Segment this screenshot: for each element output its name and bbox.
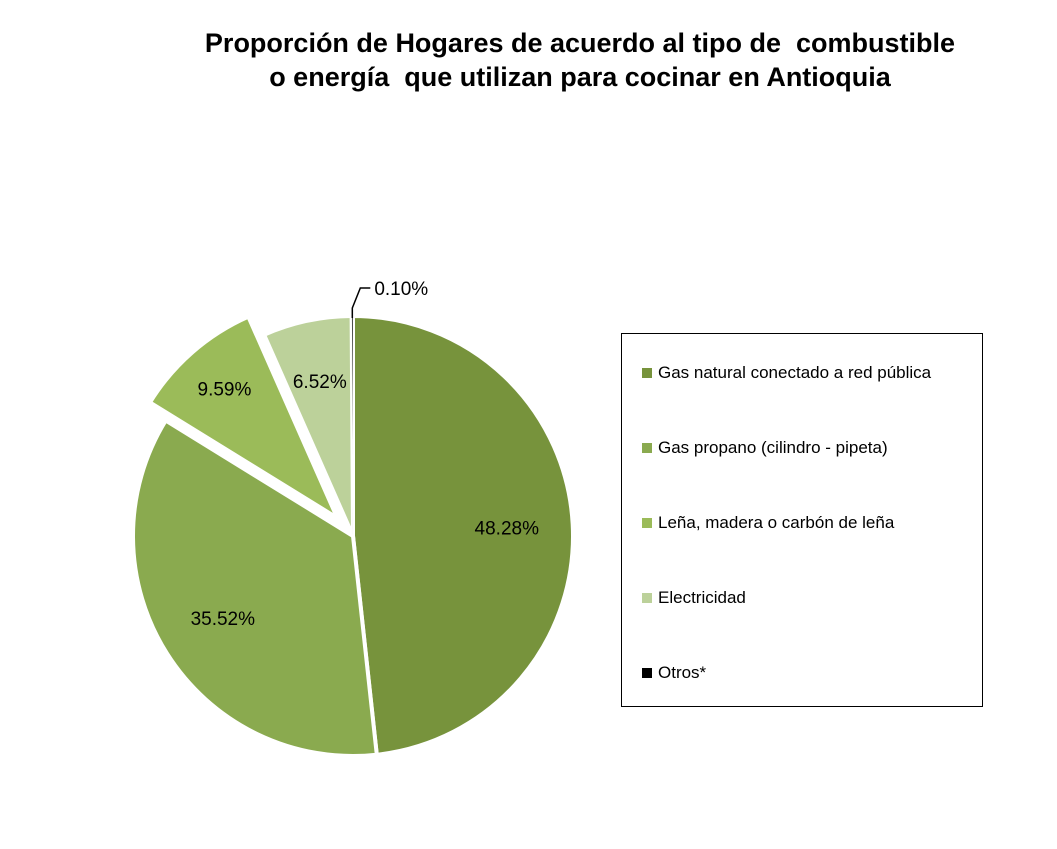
pie-slice-2 [131, 417, 380, 758]
leader-line-5 [351, 287, 371, 319]
legend-swatch-1 [642, 368, 652, 378]
data-label-4: 6.52% [293, 372, 347, 393]
legend-swatch-4 [642, 593, 652, 603]
chart-title: Proporción de Hogares de acuerdo al tipo… [100, 26, 1057, 94]
legend-swatch-2 [642, 443, 652, 453]
legend-swatch-5 [642, 668, 652, 678]
pie-slice-3 [147, 314, 342, 523]
chart-title-line-1: Proporción de Hogares de acuerdo al tipo… [204, 28, 956, 58]
legend-item-2: Gas propano (cilindro - pipeta) [642, 437, 888, 459]
legend-item-1: Gas natural conectado a red pública [642, 362, 931, 384]
legend-label-5: Otros* [658, 663, 707, 682]
legend-item-3: Leña, madera o carbón de leña [642, 512, 894, 534]
data-label-2: 35.52% [191, 609, 256, 630]
legend: Gas natural conectado a red pública Gas p… [621, 333, 983, 707]
legend-swatch-3 [642, 518, 652, 528]
legend-label-3: Leña, madera o carbón de leña [658, 513, 895, 532]
pie-slice-1 [351, 313, 575, 757]
legend-label-4: Electricidad [658, 588, 746, 607]
legend-label-2: Gas propano (cilindro - pipeta) [658, 438, 888, 457]
data-label-5: 0.10% [374, 279, 428, 300]
chart-title-line-2: o energía que utilizan para cocinar en A… [269, 62, 891, 92]
legend-label-1: Gas natural conectado a red pública [658, 363, 932, 382]
legend-item-4: Electricidad [642, 587, 746, 609]
data-label-1: 48.28% [475, 519, 540, 540]
legend-item-5: Otros* [642, 662, 706, 684]
data-label-3: 9.59% [198, 380, 252, 401]
